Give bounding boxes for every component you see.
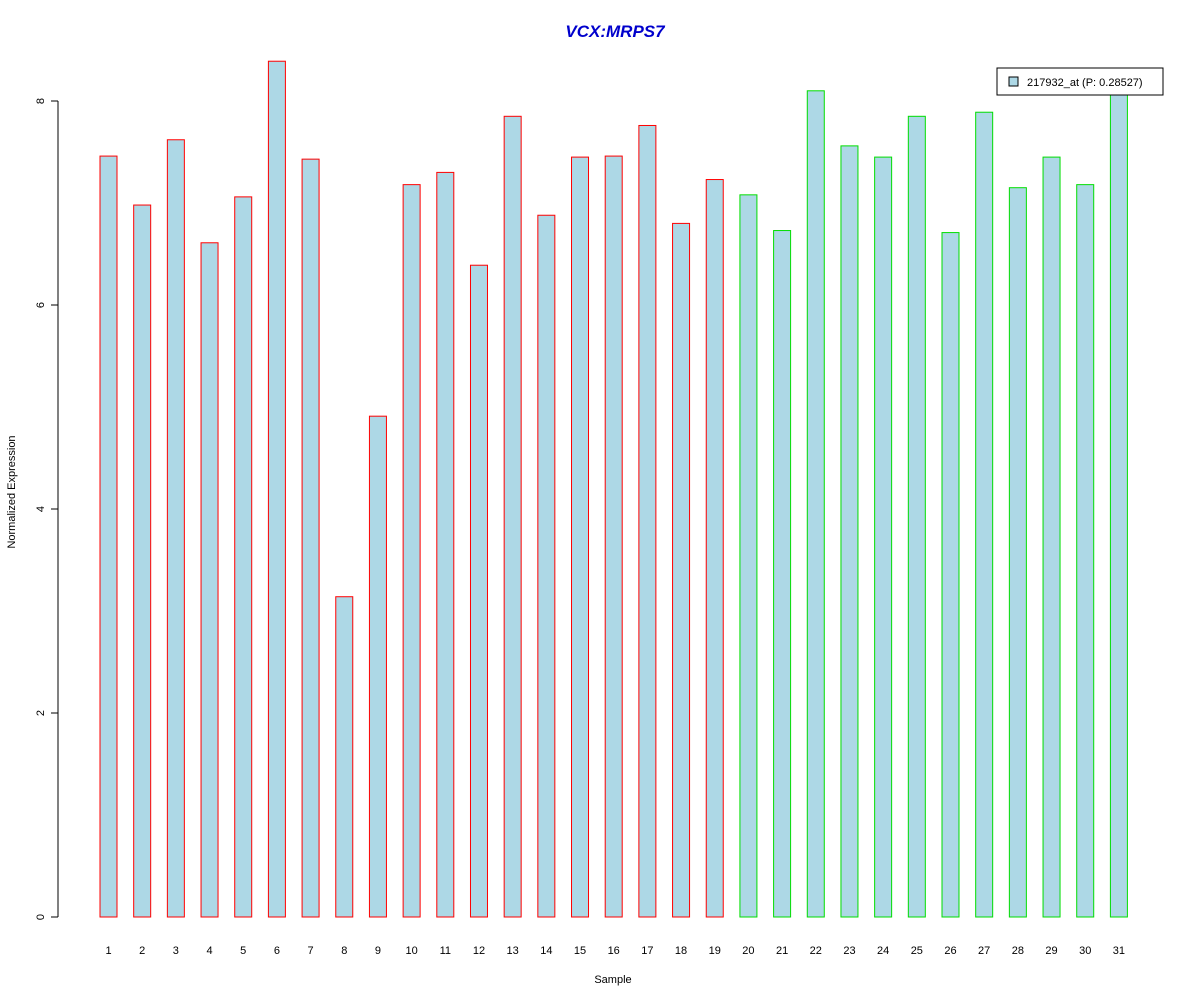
x-tick-label: 23 (843, 945, 855, 957)
x-tick-label: 12 (473, 945, 485, 957)
x-tick-label: 21 (776, 945, 788, 957)
x-tick-label: 15 (574, 945, 586, 957)
bar (941, 232, 960, 918)
bar (402, 184, 421, 918)
bar (1109, 92, 1128, 918)
bar (1076, 184, 1095, 918)
legend-box (996, 67, 1164, 96)
x-tick-label: 25 (911, 945, 923, 957)
x-tick-label: 4 (206, 945, 212, 957)
bar (840, 145, 859, 918)
bar (571, 156, 590, 918)
x-tick-label: 17 (641, 945, 653, 957)
x-tick-label: 30 (1079, 945, 1091, 957)
x-tick-label: 22 (810, 945, 822, 957)
legend-swatch (1008, 76, 1019, 87)
x-tick-label: 27 (978, 945, 990, 957)
bar (133, 204, 152, 918)
x-axis-label: Sample (594, 974, 631, 986)
bar (907, 115, 926, 918)
x-tick-label: 9 (375, 945, 381, 957)
bar (99, 155, 118, 918)
x-tick-label: 29 (1045, 945, 1057, 957)
bar (469, 264, 488, 918)
bar (301, 158, 320, 918)
bar (874, 156, 893, 918)
x-tick-label: 8 (341, 945, 347, 957)
y-tick-label: 6 (35, 302, 47, 308)
bar (739, 194, 758, 918)
bar (503, 115, 522, 918)
x-tick-label: 1 (105, 945, 111, 957)
x-tick-label: 16 (608, 945, 620, 957)
bar (975, 111, 994, 918)
x-tick-label: 5 (240, 945, 246, 957)
x-tick-label: 18 (675, 945, 687, 957)
bar (672, 222, 691, 918)
bars (99, 60, 1128, 918)
bar (705, 179, 724, 918)
x-tick-label: 14 (540, 945, 552, 957)
x-tick-label: 6 (274, 945, 280, 957)
y-tick-label: 4 (35, 506, 47, 512)
bar (200, 242, 219, 918)
x-tick-label: 2 (139, 945, 145, 957)
x-tick-label: 3 (173, 945, 179, 957)
y-tick-label: 2 (35, 710, 47, 716)
bar (806, 90, 825, 918)
bar (773, 230, 792, 918)
bar (1042, 156, 1061, 918)
y-axis: 0 2 4 6 8 (35, 98, 59, 920)
x-tick-label: 11 (440, 945, 451, 957)
x-tick-label: 7 (308, 945, 314, 957)
bar (1008, 187, 1027, 918)
legend: 217932_at (P: 0.28527) (996, 67, 1164, 96)
x-tick-label: 28 (1012, 945, 1024, 957)
x-tick-label: 24 (877, 945, 889, 957)
x-tick-label: 19 (709, 945, 721, 957)
bar (436, 171, 455, 918)
bar (166, 139, 185, 918)
bar (604, 155, 623, 918)
legend-label: 217932_at (P: 0.28527) (1027, 77, 1143, 89)
x-tick-label: 13 (507, 945, 519, 957)
x-tick-label: 10 (405, 945, 417, 957)
y-tick-label: 8 (35, 98, 47, 104)
chart-title: VCX:MRPS7 (565, 22, 666, 41)
bar (537, 214, 556, 918)
bar (368, 415, 387, 918)
bar (267, 60, 286, 918)
y-axis-label: Normalized Expression (6, 435, 18, 548)
x-tick-label: 26 (944, 945, 956, 957)
y-tick-label: 0 (35, 914, 47, 920)
x-axis-tick-labels: 1 2 3 4 5 6 7 8 9 10 11 12 13 14 15 16 17 18 19 20 21 22 23 24 2… (105, 945, 1125, 957)
x-tick-label: 20 (742, 945, 754, 957)
bar (234, 196, 253, 918)
bar (638, 124, 657, 918)
x-tick-label: 31 (1113, 945, 1125, 957)
bar (335, 596, 354, 918)
